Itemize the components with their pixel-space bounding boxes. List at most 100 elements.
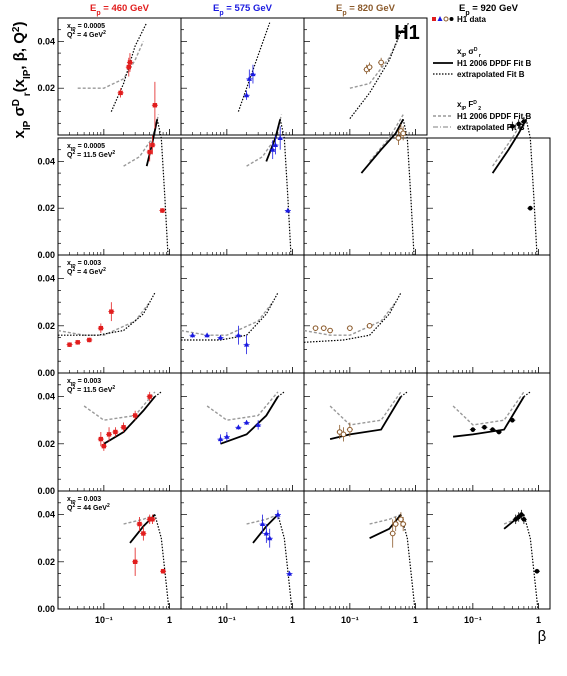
row-label-q2-5: Q2 = 44 GeV2 — [67, 503, 110, 512]
panel-frame — [180, 372, 305, 492]
extrapolated-fit-b-curve — [303, 292, 402, 343]
column-header-4: Ep = 920 GeV — [459, 3, 519, 17]
panel-r2-c2 — [180, 114, 305, 256]
data-point-open-circle — [340, 431, 347, 438]
y-tick-label: 0.02 — [37, 439, 55, 449]
x-tick-label: 10⁻¹ — [341, 615, 359, 625]
data-point-square — [98, 436, 104, 442]
extrapolated-fit-b-curve — [400, 391, 408, 398]
fit-b-curve — [265, 119, 282, 162]
data-point-circle — [519, 512, 524, 517]
extrapolated-fit-b-curve — [154, 391, 162, 398]
data-point-triangle — [235, 332, 242, 338]
x-tick-label: 10⁻¹ — [218, 615, 236, 625]
legend-h1-data: H1 data — [457, 15, 486, 24]
fit-b-curve — [252, 513, 279, 544]
column-headers: Ep = 460 GeV Ep = 575 GeV Ep = 820 GeV Ep =… — [90, 3, 519, 17]
data-point-triangle — [277, 135, 283, 140]
row-label-xip-2: xIP = 0.0005 — [67, 143, 105, 153]
panel-frame — [180, 254, 305, 374]
legend-f2-extrap: extrapolated Fit B — [457, 123, 525, 132]
row-label-xip-5: xIP = 0.003 — [67, 496, 101, 506]
data-point-circle — [516, 121, 522, 127]
data-point-circle — [490, 427, 495, 432]
y-tick-label: 0.04 — [37, 392, 55, 402]
panel-r4-c3 — [303, 372, 428, 492]
extrapolated-fit-b-curve — [525, 119, 538, 256]
data-point-triangle — [255, 422, 261, 427]
extrapolated-fit-b-curve — [523, 514, 539, 610]
f2-fit-curve — [329, 391, 402, 426]
x-tick-label: 1 — [290, 615, 295, 625]
f2-fit-curve — [349, 31, 402, 89]
data-point-circle — [510, 124, 515, 129]
fit-b-curve — [145, 119, 159, 167]
legend-marker-triangle — [437, 16, 443, 21]
f2-fit-curve — [492, 114, 527, 167]
data-point-circle — [527, 205, 533, 211]
f2-fit-curve — [452, 391, 525, 426]
legend-fit-b: H1 2006 DPDF Fit B — [457, 59, 531, 68]
y-tick-label: 0.02 — [37, 557, 55, 567]
extrapolated-fit-b-curve — [110, 22, 148, 112]
data-point-triangle — [272, 142, 279, 148]
fit-b-curve — [491, 118, 527, 174]
y-tick-label: 0.04 — [37, 156, 55, 166]
data-point-square — [118, 90, 123, 96]
data-point-square — [106, 432, 112, 437]
data-point-open-circle — [312, 325, 319, 331]
data-point-triangle — [246, 76, 252, 81]
data-point-triangle — [217, 436, 224, 442]
data-point-open-circle — [389, 530, 396, 537]
data-point-square — [132, 559, 138, 564]
h1-logo: H1 — [394, 22, 420, 44]
data-point-triangle — [243, 92, 250, 98]
x-axis-label: β — [538, 628, 547, 645]
data-point-circle — [534, 568, 540, 574]
data-point-open-circle — [366, 64, 373, 70]
panel-r2-c1 — [57, 81, 182, 256]
data-point-square — [67, 342, 72, 347]
data-point-square — [98, 325, 104, 331]
y-tick-label: 0.00 — [37, 250, 55, 260]
f2-fit-curve — [180, 301, 274, 336]
data-point-square — [137, 521, 142, 527]
data-point-square — [152, 103, 158, 108]
legend-marker-open-circle — [443, 16, 449, 22]
x-tick-label: 1 — [536, 615, 541, 625]
extrapolated-fit-b-curve — [349, 22, 410, 119]
extrapolated-fit-b-curve — [181, 292, 279, 341]
data-point-square — [132, 413, 138, 418]
data-point-open-circle — [400, 130, 406, 137]
data-point-square — [147, 394, 152, 399]
row-label-xip-3: xIP = 0.003 — [67, 260, 101, 270]
data-point-square — [127, 60, 133, 65]
panel-frame — [426, 254, 551, 374]
legend-marker-square — [432, 17, 436, 21]
column-header-1: Ep = 460 GeV — [90, 3, 150, 17]
y-tick-label: 0.04 — [37, 274, 55, 284]
data-point-open-circle — [398, 516, 404, 523]
y-tick-label: 0.02 — [37, 321, 55, 331]
data-point-triangle — [259, 521, 266, 527]
data-point-square — [150, 142, 155, 148]
data-point-square — [160, 569, 166, 574]
y-tick-label: 0.00 — [37, 368, 55, 378]
data-point-triangle — [275, 511, 281, 517]
data-point-square — [113, 429, 118, 435]
data-point-open-circle — [392, 521, 399, 527]
data-point-square — [109, 309, 114, 314]
row-label-q2-4: Q2 = 11.5 GeV2 — [67, 385, 115, 394]
panel-r3-c4 — [426, 254, 551, 374]
x-tick-label: 1 — [413, 615, 418, 625]
data-point-triangle — [285, 207, 291, 213]
x-tick-label: 10⁻¹ — [95, 615, 113, 625]
f2-fit-curve — [206, 391, 279, 421]
data-point-triangle — [286, 570, 293, 576]
data-point-circle — [470, 427, 476, 432]
f2-fit-curve — [303, 301, 397, 336]
fit-b-curve — [103, 396, 156, 445]
panel-r5-c3 — [303, 490, 428, 610]
data-point-open-circle — [378, 59, 384, 66]
